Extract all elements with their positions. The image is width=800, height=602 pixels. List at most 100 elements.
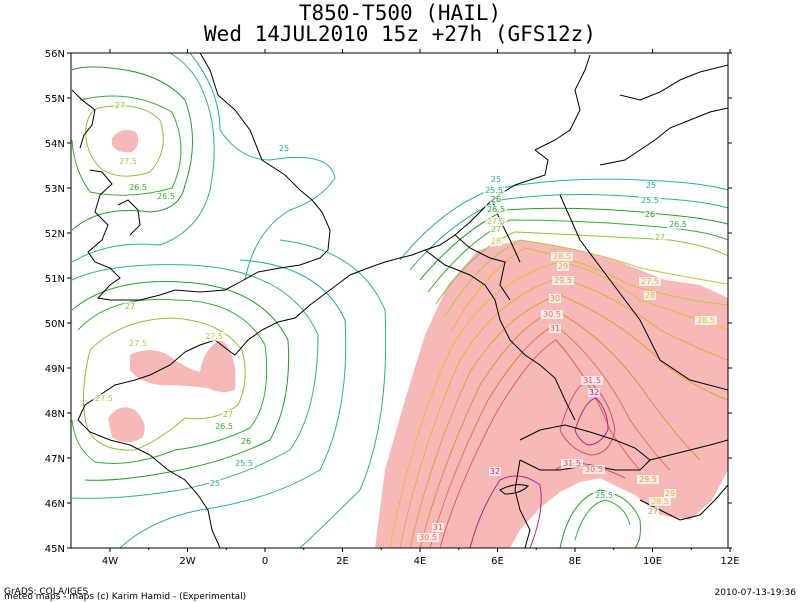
lon-label: 4E bbox=[414, 556, 427, 567]
coastline-great-britain bbox=[87, 53, 331, 301]
contour-label-bg bbox=[639, 196, 661, 205]
border-france-germany bbox=[509, 339, 576, 421]
contour-label: 26 bbox=[241, 437, 251, 446]
coastline-denmark-islands bbox=[619, 64, 728, 101]
contour-label-bg bbox=[593, 491, 615, 500]
contour-label-bg bbox=[124, 302, 136, 311]
contour-label: 30.5 bbox=[419, 533, 437, 542]
contour-label-bg bbox=[637, 475, 659, 484]
contour-label: 26 bbox=[645, 210, 655, 219]
contour-label: 27 bbox=[491, 225, 501, 234]
contour-label: 28.5 bbox=[697, 316, 715, 325]
contour-label-bg bbox=[490, 225, 502, 234]
contour-label: 26 bbox=[491, 195, 501, 204]
contour-label-bg bbox=[222, 410, 234, 419]
contour-label-bg bbox=[203, 332, 225, 341]
contour-label-bg bbox=[485, 217, 507, 226]
contour-26-france bbox=[71, 281, 290, 481]
contour-25-5-channel bbox=[279, 239, 387, 548]
contour-label-bg bbox=[588, 388, 600, 397]
contour-label-bg bbox=[240, 437, 252, 446]
contour-label: 30 bbox=[550, 294, 560, 303]
contour-label-bg bbox=[639, 277, 661, 286]
coastline-jutland bbox=[534, 54, 591, 151]
contour-label: 32 bbox=[589, 388, 599, 397]
contour-label: 26.5 bbox=[669, 220, 687, 229]
latitude-labels: 56N 55N 54N 53N 52N 51N 50N 49N 48N 47N 46N 45N bbox=[45, 49, 65, 555]
lon-label: 2E bbox=[336, 556, 349, 567]
contour-label-bg bbox=[649, 497, 671, 506]
contour-label: 27 bbox=[223, 410, 233, 419]
map-title: T850-T500 (HAIL) bbox=[298, 1, 502, 25]
contour-label: 30.5 bbox=[585, 465, 603, 474]
lat-label: 48N bbox=[45, 409, 65, 420]
contour-label: 31 bbox=[433, 523, 443, 532]
contour-label-bg bbox=[483, 186, 505, 195]
lat-label: 45N bbox=[45, 544, 65, 555]
lat-label: 56N bbox=[45, 49, 65, 60]
contour-label-bg bbox=[417, 533, 439, 542]
contour-label-bg bbox=[114, 101, 126, 110]
contour-label: 27.5 bbox=[129, 339, 147, 348]
contour-label: 27.5 bbox=[487, 217, 505, 226]
contour-label-bg bbox=[209, 479, 221, 488]
contour-label-bg bbox=[278, 144, 290, 153]
contour-label-bg bbox=[549, 294, 561, 303]
lat-label: 54N bbox=[45, 139, 65, 150]
hail-region-cornwall bbox=[108, 407, 145, 443]
contour-label: 27.5 bbox=[205, 332, 223, 341]
contour-label-bg bbox=[432, 523, 444, 532]
contour-label: 26.5 bbox=[129, 183, 147, 192]
contour-label-bg bbox=[213, 422, 235, 431]
map-frame bbox=[70, 52, 729, 549]
contour-label: 25.5 bbox=[235, 459, 253, 468]
contour-label: 27.5 bbox=[95, 394, 113, 403]
contour-label-bg bbox=[233, 459, 255, 468]
lon-label: 12E bbox=[720, 556, 739, 567]
coastline-wales bbox=[117, 199, 141, 236]
contour-alps-green bbox=[559, 489, 641, 548]
contour-32-south bbox=[469, 475, 542, 548]
contour-label-bg bbox=[552, 276, 574, 285]
map-subtitle: Wed 14JUL2010 15z +27h (GFS12z) bbox=[204, 22, 596, 46]
contour-label-bg bbox=[490, 195, 502, 204]
contour-label: 32 bbox=[490, 467, 500, 476]
lon-label: 8E bbox=[569, 556, 582, 567]
contour-label: 29.5 bbox=[639, 475, 657, 484]
contour-27-uk bbox=[85, 105, 164, 177]
contour-label-bg bbox=[127, 183, 149, 192]
lake-geneva bbox=[499, 484, 529, 495]
contour-label: 31.5 bbox=[583, 376, 601, 385]
contour-label: 30.5 bbox=[543, 310, 561, 319]
border-france-italy bbox=[514, 459, 531, 548]
contour-label: 25.5 bbox=[485, 186, 503, 195]
lon-label: 6E bbox=[491, 556, 504, 567]
contour-label: 28.5 bbox=[651, 497, 669, 506]
contour-label: 25 bbox=[279, 144, 289, 153]
contour-26-5-uk bbox=[71, 95, 182, 196]
contour-label-bg bbox=[654, 233, 666, 242]
contour-25-5-france bbox=[71, 264, 319, 499]
contour-25-east bbox=[399, 178, 728, 261]
contour-label-bg bbox=[557, 262, 569, 271]
contour-label: 26.5 bbox=[215, 422, 233, 431]
axis-ticks bbox=[67, 49, 732, 552]
contour-25-5-east bbox=[409, 193, 728, 271]
border-france-belgium bbox=[424, 249, 511, 341]
coastline-baltic bbox=[599, 107, 728, 166]
contour-label-bg bbox=[490, 175, 502, 184]
lat-label: 52N bbox=[45, 229, 65, 240]
contour-label-bg bbox=[490, 237, 502, 246]
contour-label-bg bbox=[549, 324, 561, 333]
lat-label: 46N bbox=[45, 499, 65, 510]
hail-region-central-europe bbox=[375, 240, 728, 548]
contour-label: 28.5 bbox=[553, 252, 571, 261]
border-austria-italy bbox=[649, 439, 728, 461]
contour-label-bg bbox=[489, 467, 501, 476]
contour-label: 26.5 bbox=[157, 192, 175, 201]
contour-25-5-uk bbox=[71, 53, 215, 263]
contour-label: 31 bbox=[550, 324, 560, 333]
contour-label: 27.5 bbox=[119, 157, 137, 166]
lon-label: 2W bbox=[179, 556, 195, 567]
